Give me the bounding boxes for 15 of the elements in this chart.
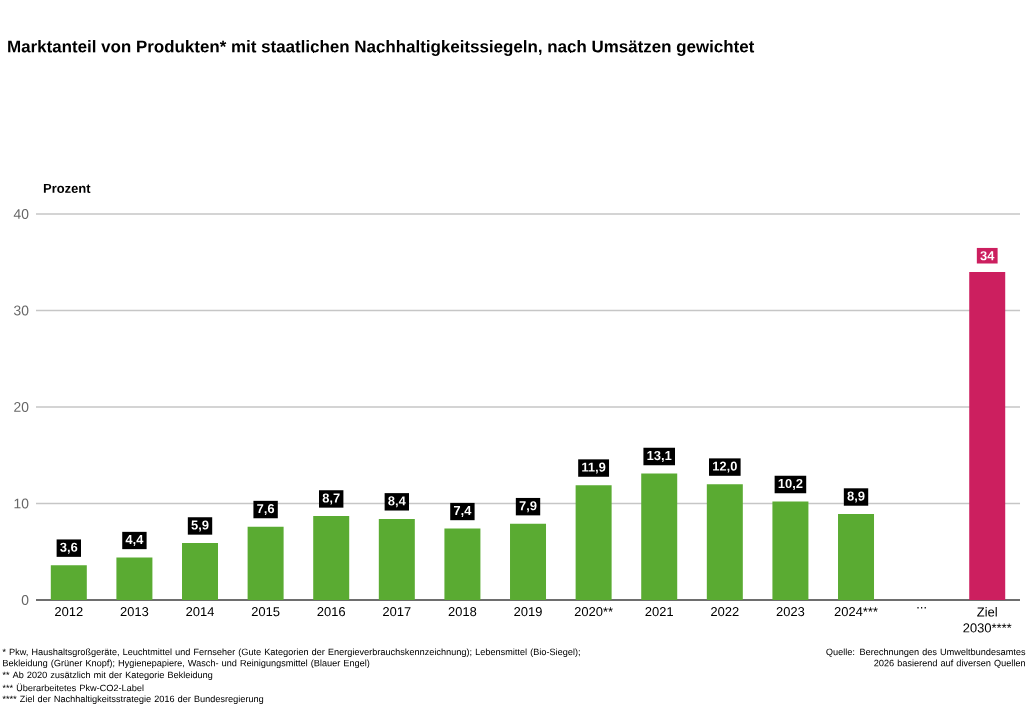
bar: [182, 543, 219, 600]
bar: [50, 565, 87, 600]
bar: [838, 514, 875, 600]
chart-title: Marktanteil von Produkten* mit staatlichen Nachhaltigkeitssiegeln, nach Umsätzen gewichtet: [8, 40, 755, 56]
bar: [706, 484, 743, 600]
bar: [247, 526, 284, 600]
bar: [969, 271, 1006, 600]
bar: [575, 485, 612, 600]
bar: [378, 518, 415, 600]
bar: [444, 528, 481, 600]
bar: [510, 523, 547, 600]
bar: [313, 516, 350, 600]
bar: [116, 557, 153, 600]
bar: [641, 473, 678, 600]
bar: [772, 501, 809, 600]
